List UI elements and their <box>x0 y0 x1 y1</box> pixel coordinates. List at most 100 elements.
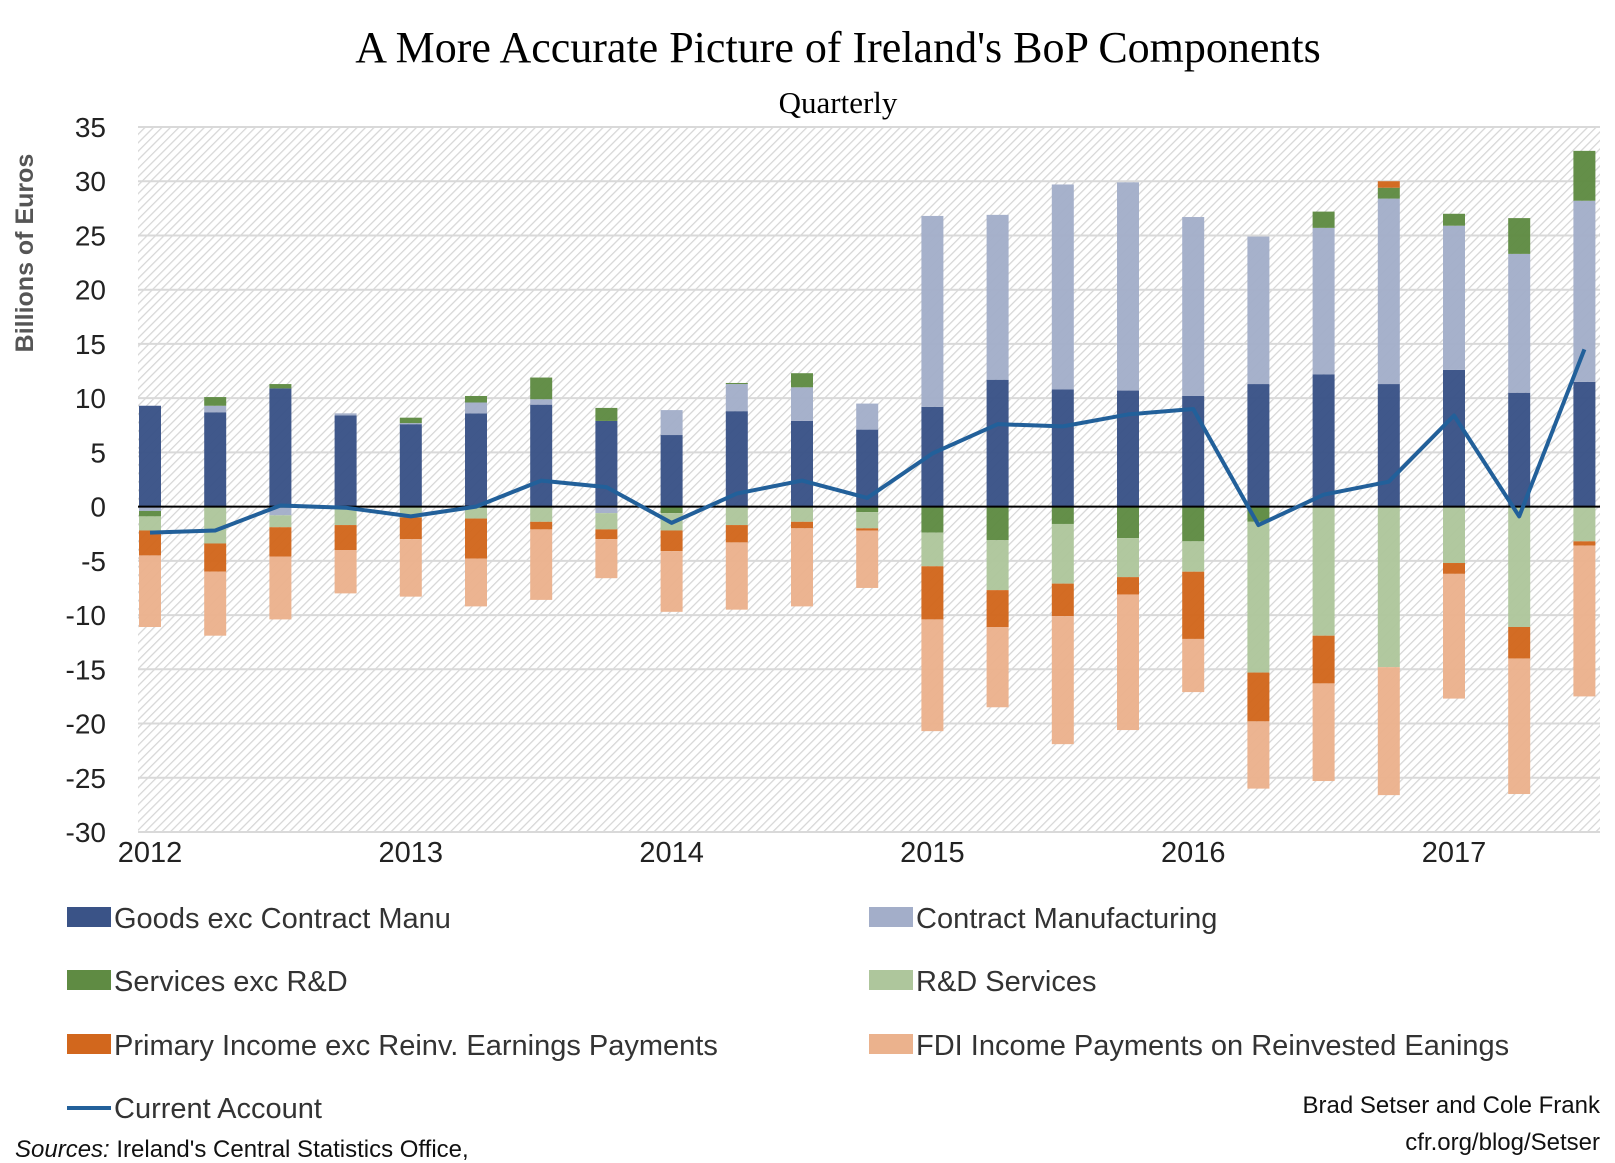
bar-segment <box>725 384 748 412</box>
bar-segment <box>1312 506 1335 636</box>
bar-segment <box>856 528 879 531</box>
bar-segment <box>465 518 487 559</box>
x-tick-label: 2017 <box>1422 837 1487 869</box>
bar-segment <box>1312 635 1335 684</box>
legend-item: Services exc R&D <box>67 966 348 998</box>
legend-swatch <box>869 970 913 990</box>
bar-segment <box>1377 198 1400 385</box>
bar-segment <box>530 506 553 522</box>
y-tick-label: -15 <box>66 654 106 685</box>
bar-segment <box>1508 506 1531 628</box>
bar-segment <box>1508 658 1531 795</box>
bar-segment <box>399 424 422 507</box>
bar-segment <box>204 506 227 544</box>
legend-swatch <box>869 1034 913 1054</box>
bar-segment <box>465 506 487 519</box>
bar-segment <box>921 619 944 732</box>
bar-segment <box>334 550 357 594</box>
sources-label: Sources: <box>15 1136 110 1163</box>
bar-segment <box>1377 384 1400 507</box>
x-tick-label: 2013 <box>379 837 444 869</box>
x-tick-label: 2014 <box>639 837 704 869</box>
bar-segment <box>921 406 944 507</box>
legend-item: Contract Manufacturing <box>869 903 1217 935</box>
current-account-line-path <box>149 348 1587 535</box>
bar-segment <box>139 510 161 517</box>
legend-label: Current Account <box>114 1093 322 1125</box>
bar-segment <box>139 555 161 628</box>
bar-segment <box>1051 616 1074 745</box>
bar-segment <box>139 506 161 511</box>
legend-swatch <box>869 907 913 927</box>
bar-segment <box>1377 667 1400 796</box>
bar-segment <box>1443 506 1465 564</box>
bar-segment <box>1117 506 1139 539</box>
bar-segment <box>1312 227 1335 375</box>
x-tick-label: 2015 <box>900 837 965 869</box>
bar-segment <box>1443 369 1465 507</box>
bar-segment <box>791 521 813 529</box>
bar-segment <box>725 506 748 526</box>
legend-label: Contract Manufacturing <box>916 903 1217 935</box>
x-axis-ticks: 2012 2013 2014 2015 2016 2017 <box>118 837 1487 869</box>
y-tick-label: -20 <box>66 709 106 740</box>
bar-segment <box>465 558 487 607</box>
bar-segment <box>465 395 487 403</box>
bar-segment <box>269 384 292 389</box>
legend-item: FDI Income Payments on Reinvested Eaning… <box>869 1030 1509 1062</box>
bar-segment <box>986 590 1009 628</box>
y-tick-label: 20 <box>75 275 106 306</box>
y-tick-label: 30 <box>75 166 106 197</box>
bar-segment <box>530 377 553 400</box>
bar-segment <box>595 539 618 579</box>
bar-segment <box>986 214 1009 380</box>
bar-segment <box>334 415 357 507</box>
bar-segment <box>269 527 292 557</box>
bar-segment <box>204 397 227 406</box>
bar-segment <box>791 420 813 507</box>
bar-segment <box>1377 506 1400 668</box>
bar-segment <box>856 429 879 507</box>
legend: Goods exc Contract Manu Contract Manufact… <box>67 903 1509 1125</box>
legend-item: Current Account <box>67 1093 322 1125</box>
bar-segment <box>1508 253 1531 393</box>
x-tick-label: 2016 <box>1161 837 1226 869</box>
bar-segment <box>986 627 1009 708</box>
bar-segment <box>725 382 748 385</box>
bar-segment <box>725 542 748 610</box>
bar-segment <box>139 516 161 531</box>
bar-segment <box>399 423 422 425</box>
y-tick-label: 35 <box>75 112 106 143</box>
y-tick-label: -30 <box>66 817 106 848</box>
footer-url: cfr.org/blog/Setser <box>1405 1129 1600 1156</box>
bar-segment <box>986 506 1009 541</box>
bar-segment <box>1312 211 1335 228</box>
chart-title: A More Accurate Picture of Ireland's BoP… <box>355 23 1321 72</box>
y-tick-label: -10 <box>66 600 106 631</box>
bar-segment <box>791 506 813 522</box>
bar-segment <box>791 528 813 607</box>
y-tick-label: 0 <box>90 492 106 523</box>
bar-segment <box>465 402 487 414</box>
bar-segment <box>1573 381 1596 507</box>
bar-segment <box>1573 200 1596 382</box>
bar-segment <box>204 405 227 413</box>
bar-segment <box>986 379 1009 507</box>
legend-item: Primary Income exc Reinv. Earnings Payme… <box>67 1030 718 1062</box>
bar-segment <box>1247 521 1270 673</box>
bar-segment <box>856 506 879 513</box>
bar-segment <box>1051 389 1074 507</box>
bar-segment <box>1182 217 1205 396</box>
bar-segment <box>1508 392 1531 507</box>
bar-segment <box>921 566 944 620</box>
sources-text: Ireland's Central Statistics Office, <box>110 1136 469 1163</box>
bar-segment <box>921 532 944 567</box>
legend-swatch <box>67 907 111 927</box>
legend-swatch <box>67 1034 111 1054</box>
bar-segment <box>399 517 422 540</box>
bars <box>139 150 1596 796</box>
bar-segment <box>1573 545 1596 697</box>
bar-segment <box>1182 638 1205 693</box>
bar-segment <box>1312 683 1335 782</box>
